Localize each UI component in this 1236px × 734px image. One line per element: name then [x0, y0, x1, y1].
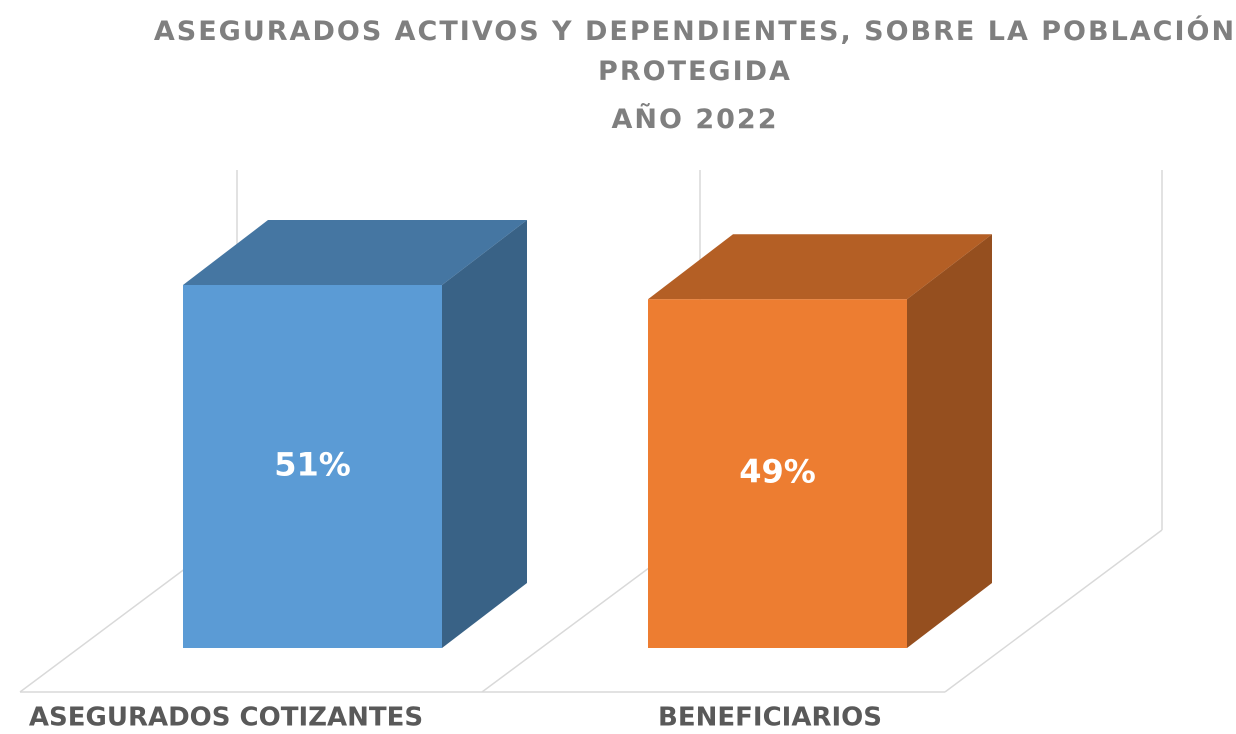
- x-tick-label: BENEFICIARIOS: [658, 703, 882, 733]
- chart-subtitle: AÑO 2022: [611, 104, 779, 135]
- chart-title: ASEGURADOS ACTIVOS Y DEPENDIENTES, SOBRE…: [153, 16, 1236, 87]
- bar-top: [648, 234, 992, 300]
- data-label: 49%: [739, 453, 816, 491]
- x-tick-label: ASEGURADOS COTIZANTES: [29, 703, 423, 733]
- bar-side: [442, 220, 527, 648]
- bar: [648, 299, 907, 648]
- data-label: 51%: [274, 446, 351, 484]
- bar-side: [907, 234, 992, 648]
- bar: [183, 285, 442, 648]
- bar-top: [183, 220, 527, 285]
